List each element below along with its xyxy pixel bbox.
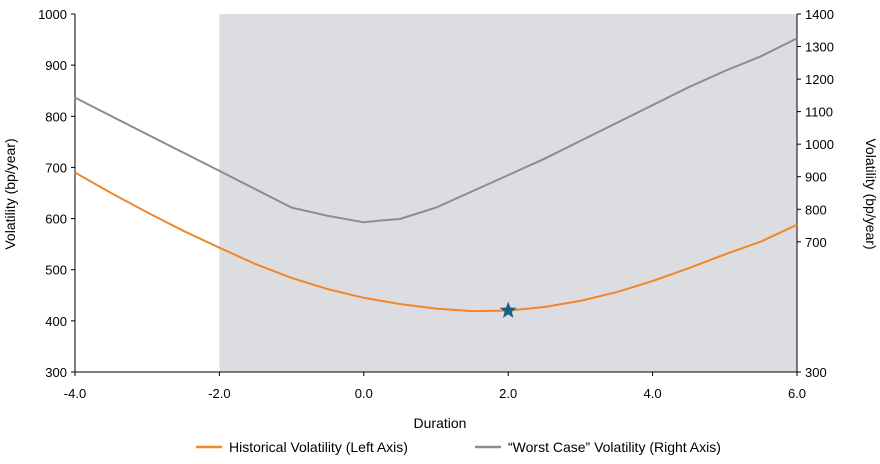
y-left-tick-label: 1000 — [38, 7, 67, 22]
y-right-tick-label: 900 — [805, 170, 827, 185]
legend-label-historical: Historical Volatility (Left Axis) — [229, 439, 408, 455]
y-left-tick-label: 700 — [45, 160, 67, 175]
y-right-tick-label: 1000 — [805, 137, 834, 152]
x-tick-label: 2.0 — [499, 386, 517, 401]
x-tick-label: 6.0 — [788, 386, 806, 401]
series-layer — [74, 37, 798, 318]
star-marker — [499, 301, 517, 318]
y-right-tick-label: 1100 — [805, 105, 833, 120]
y-axis-left-title: Volatility (bp/year) — [2, 138, 18, 249]
shaded-region — [219, 14, 797, 372]
y-right-tick-label: 800 — [805, 202, 827, 217]
tick-labels: -4.0 -2.0 0.0 2.0 4.0 6.0 300 400 500 600 700 800 90… — [38, 7, 834, 401]
y-right-tick-label: 1300 — [805, 40, 834, 55]
x-tick-label: 4.0 — [644, 386, 662, 401]
y-left-tick-label: 400 — [45, 314, 67, 329]
y-right-tick-label: 700 — [805, 235, 827, 250]
x-axis-title: Duration — [414, 415, 467, 431]
y-right-tick-label: 1400 — [805, 7, 834, 22]
x-tick-label: -2.0 — [208, 386, 230, 401]
y-left-tick-label: 600 — [45, 212, 67, 227]
y-axis-right-title: Volatility (bp/year) — [863, 138, 879, 249]
y-left-tick-label: 800 — [45, 109, 67, 124]
y-right-tick-label: 300 — [805, 365, 827, 380]
y-left-tick-label: 500 — [45, 263, 67, 278]
axes — [71, 13, 801, 376]
y-left-tick-label: 900 — [45, 58, 67, 73]
legend-label-worst-case: “Worst Case” Volatility (Right Axis) — [508, 439, 721, 455]
series-line-historical — [74, 171, 798, 313]
series-line-worst-case — [74, 37, 798, 224]
legend: Historical Volatility (Left Axis) “Worst… — [196, 439, 721, 455]
y-right-tick-label: 1200 — [805, 72, 834, 87]
x-tick-label: 0.0 — [355, 386, 373, 401]
y-left-tick-label: 300 — [45, 365, 67, 380]
x-tick-label: -4.0 — [64, 386, 86, 401]
